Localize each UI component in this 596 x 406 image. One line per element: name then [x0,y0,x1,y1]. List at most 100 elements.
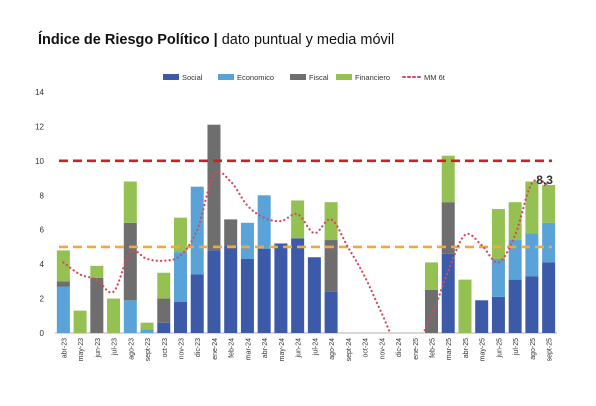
bar-financiero [123,181,137,223]
bar-social [491,296,505,333]
bar-economico [56,286,70,333]
bar-social [525,276,539,333]
bar-social [157,322,171,333]
y-tick-label: 8 [40,191,45,200]
x-tick-label: may-24 [279,338,286,361]
legend-label-fiscal: Fiscal [309,73,329,82]
x-tick-label: mar-24 [245,338,252,360]
bar-financiero [56,250,70,282]
legend-swatch-social [163,74,179,80]
bar-social [174,302,187,333]
legend-swatch-fiscal [290,74,306,80]
bar-financiero [90,265,104,278]
x-tick-label: may-23 [78,338,85,361]
bar-social [508,279,522,333]
x-tick-label: jul-23 [112,338,119,356]
bar-social [190,274,204,333]
bar-financiero [107,298,121,333]
annotation-label: 8,3 [536,173,553,187]
bar-fiscal [123,222,137,301]
x-tick-label: oct-24 [363,338,370,358]
bar-social [257,248,271,333]
x-tick-label: ago-25 [530,338,537,360]
legend-label-moving-average: MM 6t [424,73,446,82]
bar-social [224,245,238,333]
bar-economico [240,222,254,259]
bar-economico [140,329,154,333]
x-tick-label: sept-24 [346,338,353,361]
bar-social [441,253,455,333]
bar-fiscal [324,240,338,292]
x-tick-label: oct-23 [162,338,169,358]
x-tick-label: jul-24 [312,338,319,356]
y-tick-label: 12 [35,122,44,131]
chart-title: Índice de Riesgo Político | dato puntual… [38,32,395,48]
bar-economico [174,252,187,303]
bar-social [542,262,556,333]
bar-financiero [458,279,472,333]
bar-social [475,300,489,333]
x-tick-label: feb-25 [430,338,437,358]
bar-financiero [491,209,505,259]
bar-social [274,243,288,333]
bar-financiero [73,310,87,333]
x-tick-label: nov-24 [379,338,386,360]
y-tick-label: 14 [35,88,44,97]
x-tick-label: nov-23 [179,338,186,360]
x-tick-label: sept-25 [547,338,554,361]
x-tick-label: dic-23 [195,338,202,357]
legend-label-economico: Economico [237,73,274,82]
bar-financiero [291,200,305,239]
bar-fiscal [90,277,104,333]
x-tick-label: ene-25 [413,338,420,360]
x-tick-label: mar-25 [446,338,453,360]
bar-social [207,250,221,333]
bar-financiero [542,184,556,223]
bar-fiscal [157,298,171,323]
bar-financiero [174,217,187,253]
y-tick-label: 0 [40,329,45,338]
x-tick-label: abr-25 [463,338,470,358]
bar-fiscal [207,124,221,251]
bar-economico [542,222,556,263]
bar-economico [123,300,137,333]
x-tick-label: sept-23 [145,338,152,361]
bar-financiero [441,155,455,203]
legend-label-financiero: Financiero [355,73,390,82]
x-tick-label: dic-24 [396,338,403,357]
x-tick-label: ago-24 [329,338,336,360]
y-tick-label: 6 [40,226,45,235]
y-tick-label: 10 [35,157,44,166]
x-tick-label: abr-23 [61,338,68,358]
bar-economico [508,240,522,280]
legend-swatch-financiero [336,74,352,80]
bar-economico [257,195,271,249]
bar-social [240,258,254,333]
y-tick-label: 2 [40,295,45,304]
x-tick-label: feb-24 [229,338,236,358]
bar-fiscal [441,202,455,254]
x-tick-label: jun-24 [296,338,303,359]
bar-financiero [508,202,522,241]
bar-fiscal [224,219,238,246]
bar-financiero [324,202,338,241]
bar-social [307,257,321,333]
y-tick-label: 4 [40,260,45,269]
legend-label-social: Social [182,73,203,82]
x-tick-label: jun-25 [496,338,503,359]
bar-social [291,238,305,333]
x-tick-label: may-25 [480,338,487,361]
x-tick-label: ago-23 [128,338,135,360]
bar-social [324,291,338,333]
bar-financiero [525,181,539,234]
bar-economico [491,258,505,297]
bar-fiscal [56,281,70,287]
x-tick-label: jun-23 [95,338,102,359]
legend-swatch-economico [218,74,234,80]
x-tick-label: ene-24 [212,338,219,360]
bar-financiero [140,322,154,330]
x-tick-label: abr-24 [262,338,269,358]
bar-financiero [157,272,171,299]
bar-economico [525,233,539,277]
